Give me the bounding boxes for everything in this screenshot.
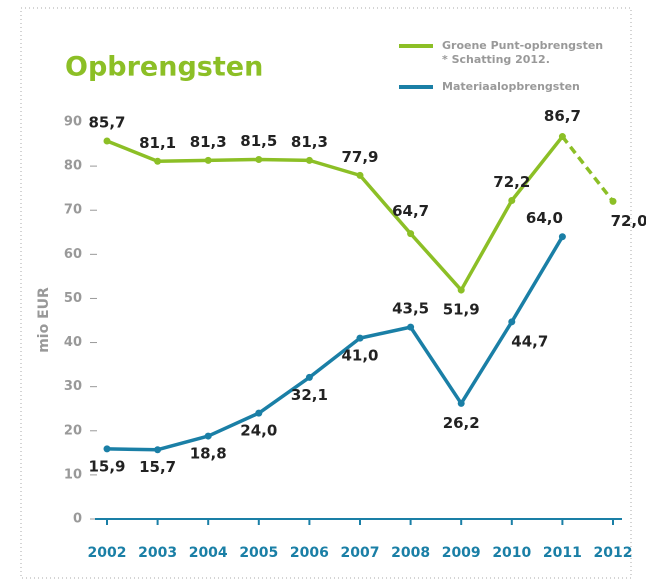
x-tick-label: 2004 [189, 545, 228, 561]
y-tick-label: 60 [64, 247, 82, 262]
point [103, 137, 111, 145]
point [204, 156, 212, 164]
point [407, 323, 415, 331]
point [457, 399, 465, 407]
data-label: 72,0* [611, 212, 646, 230]
x-tick-label: 2009 [442, 545, 481, 561]
data-label: 77,9 [341, 148, 378, 166]
point [305, 373, 313, 381]
point [255, 409, 263, 417]
data-label: 24,0 [240, 422, 277, 440]
data-label: 51,9 [443, 301, 480, 319]
y-tick-label: 10 [64, 467, 82, 482]
series-line [106, 135, 564, 292]
legend-label: Materiaalopbrengsten [442, 80, 580, 93]
data-label: 43,5 [392, 300, 429, 318]
point [356, 334, 364, 342]
point [154, 446, 162, 454]
data-label: 64,0 [526, 209, 563, 227]
data-label: 26,2 [443, 414, 480, 432]
estimate-line [561, 135, 615, 203]
data-label: 15,7 [139, 458, 176, 476]
y-tick-label: 0 [73, 512, 82, 527]
x-tick-label: 2008 [391, 545, 430, 561]
data-label: 81,5 [240, 132, 277, 150]
data-label: 15,9 [88, 457, 125, 475]
point [305, 156, 313, 164]
x-tick-label: 2011 [543, 545, 582, 561]
data-label: 18,8 [190, 445, 227, 463]
y-tick-label: 30 [64, 379, 82, 394]
x-tick-label: 2010 [492, 545, 531, 561]
x-tick-label: 2003 [138, 545, 177, 561]
data-label: 81,1 [139, 134, 176, 152]
y-tick-label: 50 [64, 291, 82, 306]
y-tick-label: 20 [64, 423, 82, 438]
x-tick-label: 2006 [290, 545, 329, 561]
point [508, 197, 516, 205]
x-tick-label: 2002 [88, 545, 127, 561]
legend-note: * Schatting 2012. [442, 53, 550, 66]
point [356, 171, 364, 179]
data-label: 85,7 [88, 113, 125, 131]
x-tick-label: 2007 [341, 545, 380, 561]
frame [20, 7, 632, 579]
y-tick-label: 70 [64, 203, 82, 218]
point [204, 432, 212, 440]
point [154, 157, 162, 165]
y-tick-label: 90 [64, 115, 82, 130]
data-label: 44,7 [511, 332, 548, 350]
data-label: 41,0 [341, 347, 378, 365]
y-axis-label: mio EUR [36, 287, 52, 353]
point [103, 445, 111, 453]
data-label: 86,7 [544, 107, 581, 125]
point [609, 197, 617, 205]
y-tick-label: 40 [64, 335, 82, 350]
data-label: 81,3 [190, 133, 227, 151]
point [457, 286, 465, 294]
legend-label: Groene Punt-opbrengsten [442, 39, 603, 52]
data-label: 32,1 [291, 386, 328, 404]
data-label: 81,3 [291, 133, 328, 151]
chart-title: Opbrengsten [65, 52, 263, 83]
point [407, 230, 415, 238]
point [558, 233, 566, 241]
series-line [106, 235, 564, 452]
y-tick-label: 80 [64, 159, 82, 174]
x-tick-label: 2005 [239, 545, 278, 561]
point [255, 155, 263, 163]
data-label: 64,7 [392, 202, 429, 220]
point [558, 133, 566, 141]
data-label: 72,2 [493, 173, 530, 191]
point [508, 318, 516, 326]
x-tick-label: 2012 [594, 545, 633, 561]
